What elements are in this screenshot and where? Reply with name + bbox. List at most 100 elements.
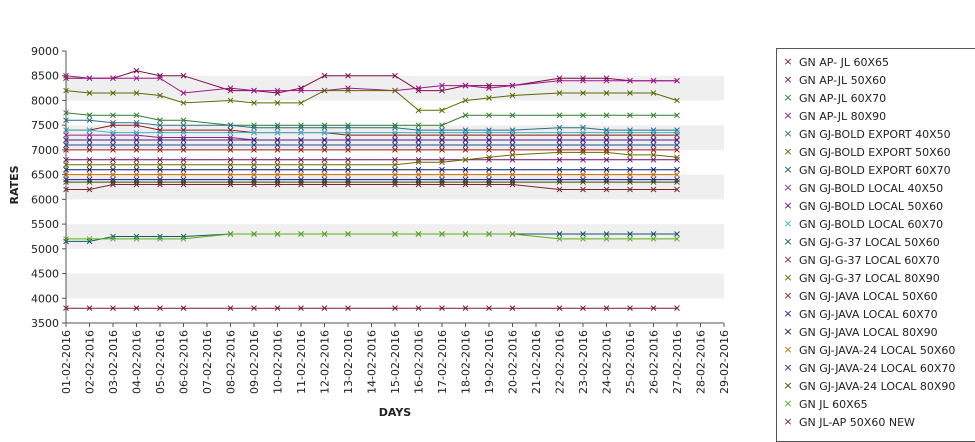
data-point <box>627 112 633 119</box>
data-point <box>298 161 304 168</box>
data-point <box>133 171 140 178</box>
legend-item: × GN GJ-BOLD LOCAL 50X60 <box>777 197 943 215</box>
data-point <box>462 231 469 237</box>
data-point <box>110 142 116 148</box>
data-point <box>650 127 657 133</box>
data-point <box>556 156 563 163</box>
grid-band <box>66 248 724 274</box>
data-point <box>227 127 234 133</box>
legend-marker-icon: × <box>783 127 793 140</box>
data-point <box>439 142 445 148</box>
data-point <box>580 129 586 136</box>
data-point <box>86 127 93 133</box>
data-point <box>110 75 116 82</box>
data-point <box>439 132 445 138</box>
data-point <box>650 90 657 96</box>
x-tick-label: 24-02-2016 <box>601 330 614 394</box>
data-point <box>627 305 633 312</box>
data-point <box>86 132 93 138</box>
data-point <box>650 156 657 163</box>
data-point <box>486 142 492 148</box>
data-point <box>157 122 163 129</box>
data-point <box>415 159 422 166</box>
data-point <box>627 147 633 153</box>
y-tick-label: 6500 <box>31 169 59 182</box>
series-line <box>66 70 677 94</box>
data-point <box>415 107 422 114</box>
line-chart: 3500 4000 4500 5000 5500 6000 6500 7000 7500 8000… <box>8 45 731 419</box>
data-point <box>415 231 422 237</box>
data-point <box>580 171 586 178</box>
x-axis-ticks: 01-02-2016 02-02-2016 03-02-2016 04-02-2016… <box>60 323 731 394</box>
data-point <box>509 132 516 138</box>
data-point <box>298 85 304 91</box>
data-point <box>674 147 680 153</box>
data-point <box>462 156 469 163</box>
data-point <box>627 236 633 242</box>
data-point <box>157 166 163 173</box>
legend-item: × GN AP-JL 50X60 <box>777 71 886 89</box>
data-point <box>133 137 140 143</box>
data-point <box>180 179 187 185</box>
data-point <box>462 112 469 119</box>
legend-item: × GN AP-JL 60X70 <box>777 89 886 107</box>
legend-item: × GN GJ-BOLD EXPORT 60X70 <box>777 161 950 179</box>
legend: × GN AP- JL 60X65 × GN AP-JL 50X60 × GN AP-JL… <box>776 48 975 442</box>
data-point <box>509 179 516 185</box>
data-point <box>603 75 610 82</box>
data-point <box>462 97 469 104</box>
data-point <box>627 179 633 185</box>
data-point <box>486 154 492 161</box>
data-point <box>603 171 610 178</box>
data-point <box>345 72 351 79</box>
data-point <box>110 156 116 163</box>
data-point <box>486 112 492 119</box>
data-point <box>392 122 398 129</box>
data-point <box>580 176 586 183</box>
data-point <box>298 181 304 188</box>
data-point <box>627 186 633 193</box>
data-point <box>650 305 657 312</box>
data-point <box>650 166 657 173</box>
data-point <box>251 100 257 106</box>
data-point <box>462 171 469 178</box>
data-point <box>415 129 422 136</box>
data-point <box>627 129 633 136</box>
data-point <box>86 238 93 245</box>
data-point <box>650 152 657 158</box>
data-point <box>345 124 351 131</box>
data-point <box>180 72 187 79</box>
data-point <box>650 179 657 185</box>
data-point <box>227 305 234 312</box>
data-point <box>650 142 657 148</box>
data-point <box>86 75 93 82</box>
legend-label: GN AP- JL 60X65 <box>799 55 890 69</box>
data-point <box>298 179 304 185</box>
data-point <box>603 77 610 84</box>
series-line <box>66 124 677 136</box>
data-point <box>603 186 610 193</box>
data-point <box>157 156 163 163</box>
data-point <box>415 171 422 178</box>
legend-marker-icon: × <box>783 325 793 338</box>
data-point <box>415 85 422 91</box>
data-point <box>133 75 140 82</box>
data-point <box>509 156 516 163</box>
x-tick-label: 27-02-2016 <box>671 330 684 394</box>
data-point <box>627 231 633 237</box>
data-point <box>274 122 281 129</box>
data-point <box>439 179 445 185</box>
data-point <box>227 87 234 94</box>
data-point <box>110 112 116 119</box>
data-point <box>321 176 328 183</box>
data-point <box>674 171 680 178</box>
data-point <box>251 129 257 136</box>
data-point <box>603 156 610 163</box>
data-point <box>674 154 680 161</box>
data-point <box>509 181 516 188</box>
data-point <box>439 176 445 183</box>
legend-label: GN GJ-JAVA LOCAL 60X70 <box>799 307 938 321</box>
x-tick-label: 02-02-2016 <box>84 330 97 394</box>
series-line <box>65 75 677 94</box>
data-point <box>486 305 492 312</box>
